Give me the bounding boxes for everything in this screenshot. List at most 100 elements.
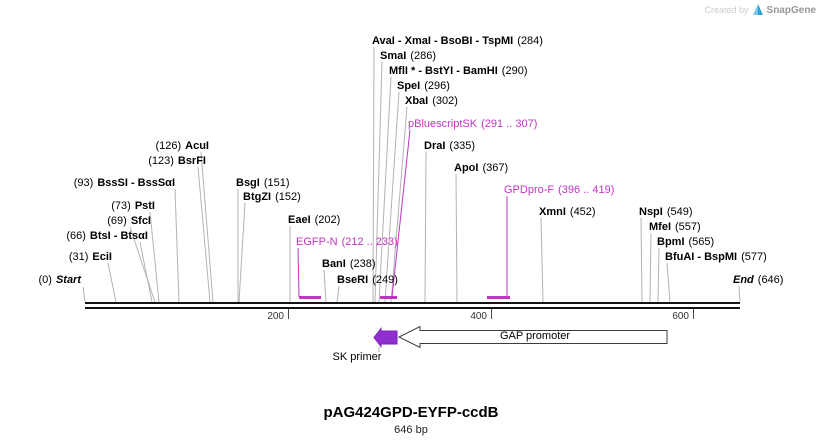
leader-line-btsi: [139, 241, 153, 303]
site-position: (202): [314, 214, 341, 226]
enzyme-name: ApoI: [454, 162, 479, 174]
enzyme-name: XbaI: [405, 95, 429, 107]
site-position: (296): [424, 80, 450, 92]
map-length: 646 bp: [394, 424, 428, 436]
ruler-tick-200: [288, 309, 289, 319]
site-position: (238): [349, 258, 376, 270]
snapgene-logo-icon: [752, 4, 763, 15]
site-position: (93): [73, 177, 94, 189]
primer-name: pBluescriptSK: [408, 118, 478, 130]
site-position: (290): [501, 65, 528, 77]
enzyme-name: MflI * - BstYI - BamHI: [389, 65, 498, 77]
pbluescriptsk-primer-bar: [380, 296, 397, 299]
start-name: Start: [55, 274, 81, 286]
leader-line-bseri: [336, 285, 340, 303]
site-label-bpmi: BpmI (565): [657, 236, 714, 249]
site-position: (286): [410, 50, 436, 62]
leader-line-smai: [374, 61, 383, 303]
site-label-bfuai-bspmi: BfuAI - BspMI (577): [665, 251, 767, 264]
site-position: (123): [148, 155, 174, 167]
enzyme-name: NspI: [639, 206, 663, 218]
site-position: (565): [688, 236, 715, 248]
site-position: (577): [741, 251, 767, 263]
gpdpro-f-primer-bar: [487, 296, 510, 299]
ruler-number-600: 600: [672, 311, 689, 322]
ruler-tick-600: [693, 309, 694, 319]
site-label-psti: (73) PstI: [111, 200, 155, 213]
enzyme-name: BtgZI: [243, 191, 272, 203]
site-position: (69): [107, 215, 127, 227]
site-label-drai: DraI (335): [424, 140, 475, 153]
site-position: (249): [372, 274, 398, 286]
enzyme-name: DraI: [424, 140, 446, 152]
start-position: (0): [38, 274, 52, 286]
site-position: (549): [666, 206, 693, 218]
enzyme-name: BfuAI - BspMI: [665, 251, 738, 263]
primer-label-gpdpro-f: GPDpro-F (396 .. 419): [504, 184, 614, 197]
primer-range: (291 .. 307): [481, 118, 538, 130]
leader-line-drai: [424, 151, 427, 303]
enzyme-name: BtsI - BtsαI: [89, 230, 148, 242]
snapgene-brand-text: SnapGene: [766, 4, 816, 16]
leader-line-ecii: [107, 262, 117, 303]
leader-line-pbluescriptsk: [391, 129, 411, 298]
sk-primer-arrow: [373, 327, 398, 348]
site-label-eaei: EaeI (202): [288, 214, 340, 227]
site-position: (367): [482, 162, 509, 174]
ruler-number-400: 400: [470, 311, 487, 322]
sk-primer-label: SK primer: [332, 351, 382, 363]
enzyme-name: BsrFI: [177, 155, 206, 167]
leader-line-xmni: [540, 217, 544, 303]
primer-name: GPDpro-F: [504, 184, 555, 196]
enzyme-name: BseRI: [337, 274, 369, 286]
enzyme-name: SfcI: [130, 215, 151, 227]
leader-line-acui: [200, 151, 214, 303]
leader-line-btgzi: [238, 202, 246, 303]
ruler-number-200: 200: [267, 311, 284, 322]
enzyme-name: PstI: [134, 200, 155, 212]
site-position: (335): [449, 140, 476, 152]
site-label-ecii: (31) EciI: [69, 251, 112, 264]
site-position: (126): [155, 140, 182, 152]
primer-label-pbluescriptsk: pBluescriptSK (291 .. 307): [408, 118, 537, 131]
site-label-bani: BanI (238): [322, 258, 376, 271]
enzyme-name: BssSI - BssSαI: [97, 177, 175, 189]
site-label-avai-xmai-bsobi-tspmi: AvaI - XmaI - BsoBI - TspMI (284): [372, 35, 543, 48]
site-label-bsgi: BsgI (151): [236, 177, 290, 190]
enzyme-name: EaeI: [288, 214, 311, 226]
gap-promoter-label: GAP promoter: [499, 330, 571, 342]
end-label: End (646): [733, 274, 783, 287]
primer-label-egfp-n: EGFP-N (212 .. 233): [296, 236, 398, 249]
leader-line-start: [82, 286, 86, 303]
leader-line-egfp-n: [297, 247, 300, 298]
site-label-mfei: MfeI (557): [649, 221, 701, 234]
site-label-xmni: XmnI (452): [539, 206, 596, 219]
enzyme-name: XmnI: [539, 206, 566, 218]
leader-line-bfuai: [666, 262, 671, 303]
site-label-bseri: BseRI (249): [337, 274, 398, 287]
primer-name: EGFP-N: [296, 236, 338, 248]
enzyme-name: AvaI - XmaI - BsoBI - TspMI: [372, 35, 514, 47]
enzyme-name: EciI: [92, 251, 112, 263]
map-title: pAG424GPD-EYFP-ccdB: [323, 404, 499, 421]
site-label-apoi: ApoI (367): [454, 162, 508, 175]
site-position: (452): [569, 206, 596, 218]
leader-line-bsssi: [174, 188, 180, 303]
primer-range: (212 .. 233): [341, 236, 398, 248]
enzyme-name: AcuI: [185, 140, 209, 152]
end-name: End: [733, 274, 754, 286]
sequence-line: [85, 302, 740, 309]
leader-line-psti: [149, 211, 160, 303]
leader-line-xbai: [390, 106, 408, 303]
enzyme-name: BsgI: [236, 177, 260, 189]
site-label-bsssi: (93) BssSI - BssSαI: [74, 177, 175, 190]
site-label-btgzi: BtgZI (152): [243, 191, 301, 204]
site-position: (31): [68, 251, 89, 263]
leader-line-bsrfi: [197, 166, 211, 303]
enzyme-name: MfeI: [649, 221, 671, 233]
enzyme-name: SmaI: [380, 50, 407, 62]
primer-range: (396 .. 419): [558, 184, 615, 196]
site-position: (557): [675, 221, 701, 233]
site-position: (66): [66, 230, 86, 242]
